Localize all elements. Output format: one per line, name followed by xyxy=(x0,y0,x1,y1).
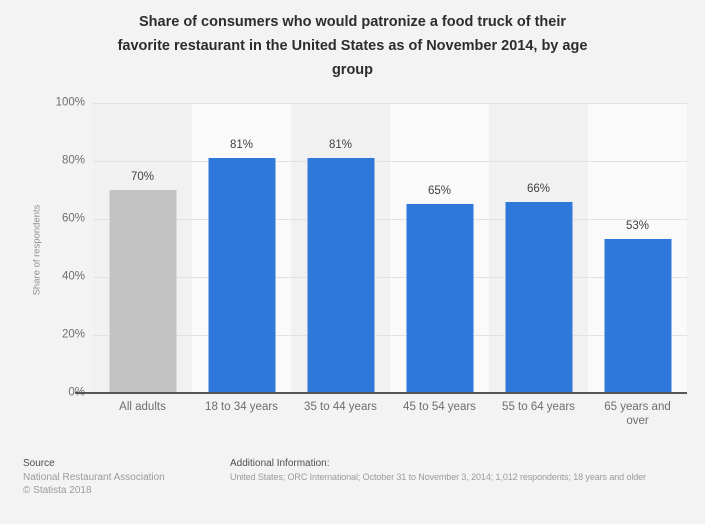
chart-title-line: favorite restaurant in the United States… xyxy=(117,38,588,54)
chart-title-line: Share of consumers who would patronize a… xyxy=(139,14,566,30)
y-axis-tick-label: 20% xyxy=(61,328,85,341)
bar-value-label: 81% xyxy=(229,139,254,151)
additional-info-label: Additional Information: xyxy=(230,458,330,469)
bar-column: 81% xyxy=(291,103,390,393)
x-axis-line xyxy=(75,392,687,394)
gridlines xyxy=(93,103,687,393)
x-axis-label: 45 to 54 years xyxy=(403,401,476,413)
bar-value-label: 65% xyxy=(427,185,452,197)
plot-area: 70% 81% 81% 65% 66% 53% xyxy=(93,103,687,393)
gridline xyxy=(93,219,687,220)
x-axis-labels: All adults 18 to 34 years 35 to 44 years 45… xyxy=(93,400,687,428)
x-axis-label: 55 to 64 years xyxy=(502,401,575,413)
x-axis-label: 18 to 34 years xyxy=(205,401,278,413)
bar-column: 53% xyxy=(588,103,687,393)
chart-title-line: group xyxy=(331,62,374,78)
chart-title: Share of consumers who would patronize a… xyxy=(0,10,705,82)
y-axis-tick-label: 100% xyxy=(55,96,85,109)
bar xyxy=(208,158,275,393)
bar-value-label: 53% xyxy=(625,220,650,232)
y-axis-tick-label: 80% xyxy=(61,154,85,167)
bar xyxy=(505,202,572,393)
gridline xyxy=(93,335,687,336)
bar-column: 66% xyxy=(489,103,588,393)
additional-info-text: United States; ORC International; Octobe… xyxy=(230,471,646,482)
bar xyxy=(109,190,176,393)
additional-info-block: Additional Information: United States; O… xyxy=(230,457,699,484)
bars: 70% 81% 81% 65% 66% 53% xyxy=(93,103,687,393)
x-axis-label: 65 years and over xyxy=(604,401,671,427)
gridline xyxy=(93,277,687,278)
bar-value-label: 66% xyxy=(526,183,551,195)
bar xyxy=(307,158,374,393)
source-label: Source xyxy=(23,458,55,469)
x-axis-label: 35 to 44 years xyxy=(304,401,377,413)
source-block: Source National Restaurant Association ©… xyxy=(23,457,165,498)
bar-column: 70% xyxy=(93,103,192,393)
source-name: National Restaurant Association xyxy=(23,471,165,483)
y-axis-tick-label: 60% xyxy=(61,212,85,225)
gridline xyxy=(93,161,687,162)
bar xyxy=(406,204,473,393)
copyright: © Statista 2018 xyxy=(23,485,92,496)
bar-column: 65% xyxy=(390,103,489,393)
gridline xyxy=(93,103,687,104)
bar-value-label: 81% xyxy=(328,139,353,151)
bar xyxy=(604,239,671,393)
y-axis-ticks: 0% 20% 40% 60% 80% 100% xyxy=(0,97,85,399)
bar-value-label: 70% xyxy=(130,171,155,183)
y-axis-tick-label: 40% xyxy=(61,270,85,283)
x-axis-label: All adults xyxy=(119,401,166,413)
bar-column: 81% xyxy=(192,103,291,393)
